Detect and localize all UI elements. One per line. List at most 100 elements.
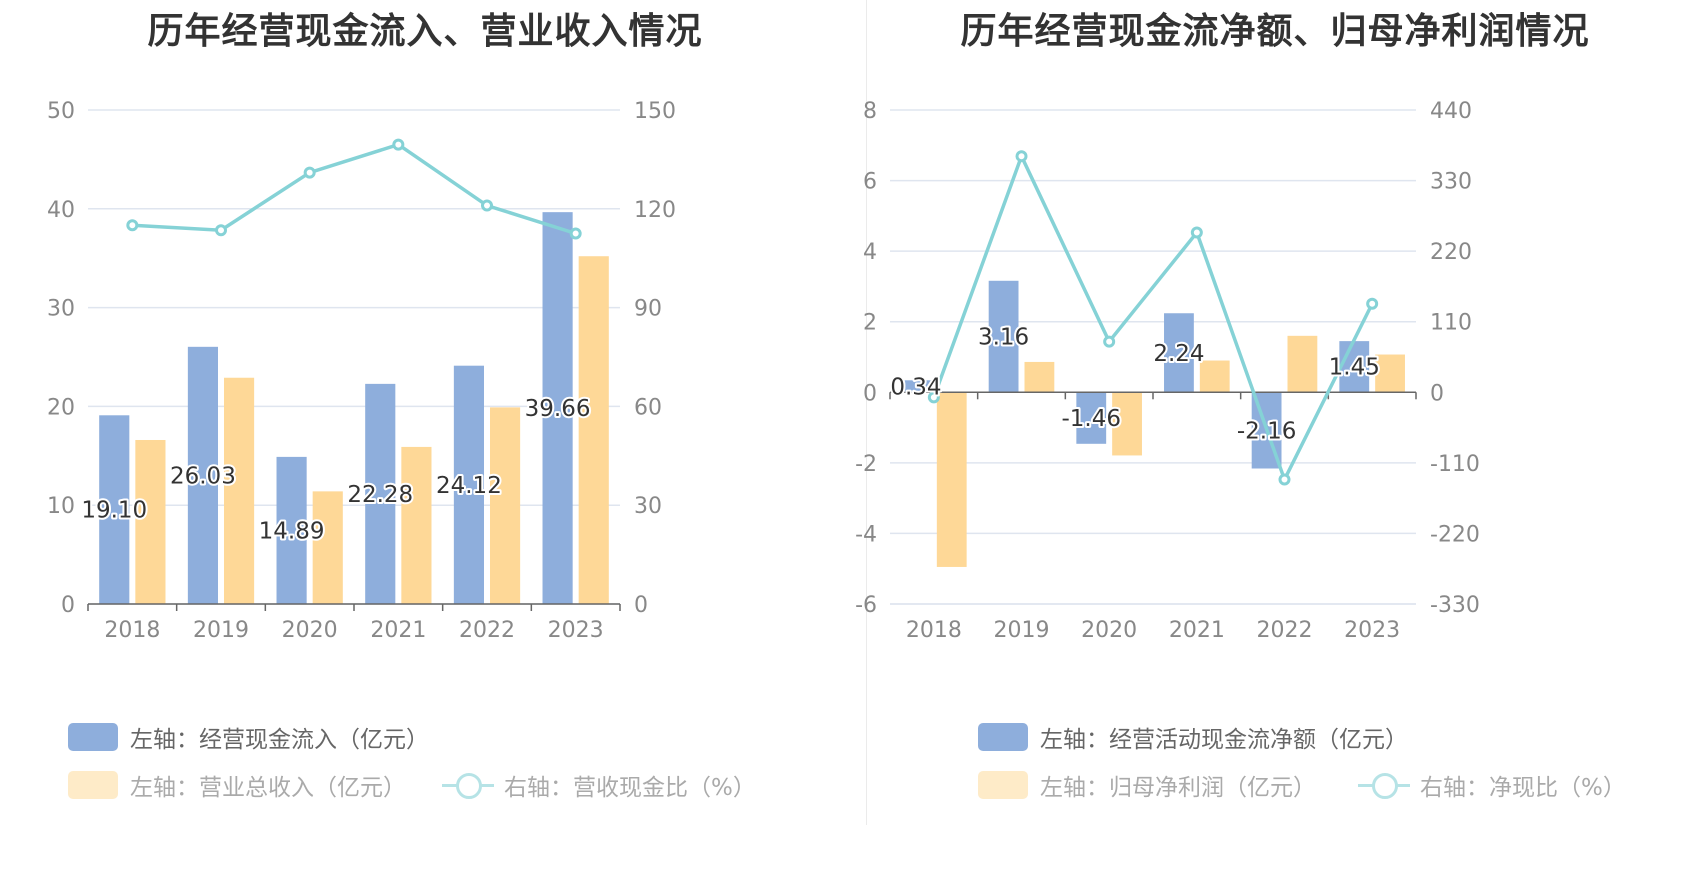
x-tick-label: 2020 bbox=[282, 618, 338, 643]
line-point bbox=[481, 199, 493, 212]
x-tick-label: 2019 bbox=[994, 618, 1050, 643]
bar-series-2 bbox=[1024, 361, 1055, 393]
y-left-tick-label: 40 bbox=[47, 198, 75, 223]
legend-swatch bbox=[978, 771, 1028, 799]
y-left-tick-label: -2 bbox=[855, 452, 877, 477]
line-point bbox=[392, 138, 405, 151]
data-label: 14.89 bbox=[259, 518, 325, 544]
line-point bbox=[1015, 150, 1028, 163]
legend-item-cash-inflow[interactable]: 左轴：经营现金流入（亿元） bbox=[68, 720, 429, 754]
y-left-tick-label: 10 bbox=[47, 494, 75, 519]
data-label: 3.16 bbox=[978, 325, 1029, 351]
bar-series-1 bbox=[901, 380, 931, 393]
bar-series-1 bbox=[1339, 341, 1370, 393]
y-right-tick-label: 60 bbox=[634, 395, 662, 420]
x-tick-label: 2022 bbox=[459, 618, 515, 643]
y-left-tick-label: 0 bbox=[863, 381, 877, 406]
x-tick-label: 2020 bbox=[1081, 618, 1137, 643]
y-right-tick-label: 30 bbox=[634, 494, 662, 519]
chart-title: 历年经营现金流净额、归母净利润情况 bbox=[960, 11, 1590, 52]
legend-item-net-cash-flow[interactable]: 左轴：经营活动现金流净额（亿元） bbox=[978, 720, 1408, 754]
legend-line-marker bbox=[442, 771, 494, 799]
bar-series-2 bbox=[936, 392, 967, 567]
line-point bbox=[927, 391, 940, 404]
bar-series-1 bbox=[187, 346, 218, 604]
y-right-tick-label: 90 bbox=[634, 297, 662, 322]
y-left-tick-label: 4 bbox=[863, 240, 877, 265]
data-label: -2.16 bbox=[1237, 418, 1297, 444]
line-point bbox=[1190, 226, 1203, 239]
y-left-tick-label: 0 bbox=[61, 593, 75, 618]
chart-panel-right: 历年经营现金流净额、归母净利润情况 -6 -330 -4 -220 -2 -110 0 0 2 1… bbox=[850, 0, 1700, 874]
x-tick-label: 2022 bbox=[1257, 618, 1313, 643]
y-left-tick-label: 8 bbox=[863, 99, 877, 124]
y-left-tick-label: -6 bbox=[855, 593, 877, 618]
legend-item-net-profit[interactable]: 左轴：归母净利润（亿元） bbox=[978, 768, 1316, 802]
y-right-tick-label: -220 bbox=[1430, 522, 1480, 547]
bar-series-2 bbox=[401, 446, 432, 604]
bar-series-1 bbox=[542, 212, 573, 605]
y-left-tick-label: 50 bbox=[47, 99, 75, 124]
x-tick-label: 2023 bbox=[1344, 618, 1400, 643]
bar-series-1 bbox=[988, 280, 1019, 393]
bar-series-2 bbox=[312, 491, 343, 604]
data-label: 39.66 bbox=[525, 396, 591, 422]
x-tick-label: 2023 bbox=[548, 618, 604, 643]
y-right-tick-label: 0 bbox=[1430, 381, 1444, 406]
bar-series-2 bbox=[1287, 335, 1318, 393]
y-right-tick-label: 150 bbox=[634, 99, 676, 124]
legend-swatch bbox=[68, 771, 118, 799]
x-tick-label: 2021 bbox=[1169, 618, 1225, 643]
line-point bbox=[215, 224, 227, 237]
data-label: 24.12 bbox=[436, 473, 502, 499]
legend-label: 左轴：经营现金流入（亿元） bbox=[130, 727, 429, 753]
y-right-tick-label: 220 bbox=[1430, 240, 1472, 265]
x-tick-label: 2018 bbox=[906, 618, 962, 643]
y-right-tick-label: 440 bbox=[1430, 99, 1472, 124]
data-label: 19.10 bbox=[81, 498, 147, 524]
bar-series-2 bbox=[1199, 360, 1230, 393]
data-label: -1.46 bbox=[1062, 406, 1122, 432]
panel-divider bbox=[866, 0, 867, 825]
data-label: 1.45 bbox=[1329, 355, 1380, 381]
line-point bbox=[1366, 297, 1379, 310]
y-right-tick-label: 110 bbox=[1430, 311, 1472, 336]
y-left-tick-label: -4 bbox=[855, 522, 877, 547]
y-left-tick-label: 2 bbox=[863, 311, 877, 336]
data-label: 2.24 bbox=[1153, 341, 1204, 367]
y-right-tick-label: 120 bbox=[634, 198, 676, 223]
line-point bbox=[569, 227, 582, 240]
line-point bbox=[126, 219, 139, 232]
bar-series-2 bbox=[578, 256, 609, 604]
line-point bbox=[303, 166, 316, 179]
bar-series-1 bbox=[1076, 392, 1107, 444]
legend-label: 左轴：归母净利润（亿元） bbox=[1040, 775, 1316, 801]
data-label: 0.34 bbox=[890, 374, 941, 400]
y-right-tick-label: -110 bbox=[1430, 452, 1480, 477]
legend-swatch bbox=[978, 723, 1028, 751]
x-tick-label: 2019 bbox=[193, 618, 249, 643]
bar-series-1 bbox=[453, 365, 484, 604]
bar-series-1 bbox=[276, 456, 307, 604]
bar-series-1 bbox=[365, 383, 396, 604]
legend-item-ratio[interactable]: 右轴：营收现金比（%） bbox=[442, 768, 756, 802]
line-series bbox=[132, 142, 577, 236]
legend-label: 左轴：营业总收入（亿元） bbox=[130, 775, 406, 801]
legend-line-marker bbox=[1358, 771, 1410, 799]
y-right-tick-label: -330 bbox=[1430, 593, 1480, 618]
bar-series-1 bbox=[1164, 313, 1194, 393]
bar-series-2 bbox=[1375, 354, 1405, 393]
legend-item-revenue[interactable]: 左轴：营业总收入（亿元） bbox=[68, 768, 406, 802]
bar-series-2 bbox=[135, 439, 166, 604]
plot-area: -6 -330 -4 -220 -2 -110 0 0 2 110 4 220 6 330 8 440 2018… bbox=[855, 99, 1480, 643]
x-tick-label: 2021 bbox=[370, 618, 426, 643]
y-left-tick-label: 6 bbox=[863, 170, 877, 195]
legend-label: 左轴：经营活动现金流净额（亿元） bbox=[1040, 727, 1408, 753]
line-series bbox=[932, 151, 1374, 485]
bar-series-2 bbox=[490, 407, 521, 604]
data-label: 22.28 bbox=[347, 482, 413, 508]
legend-swatch bbox=[68, 723, 118, 751]
legend-item-net-cash-ratio[interactable]: 右轴：净现比（%） bbox=[1358, 768, 1626, 802]
bar-series-1 bbox=[99, 415, 130, 604]
legend-label: 右轴：营收现金比（%） bbox=[504, 775, 756, 801]
